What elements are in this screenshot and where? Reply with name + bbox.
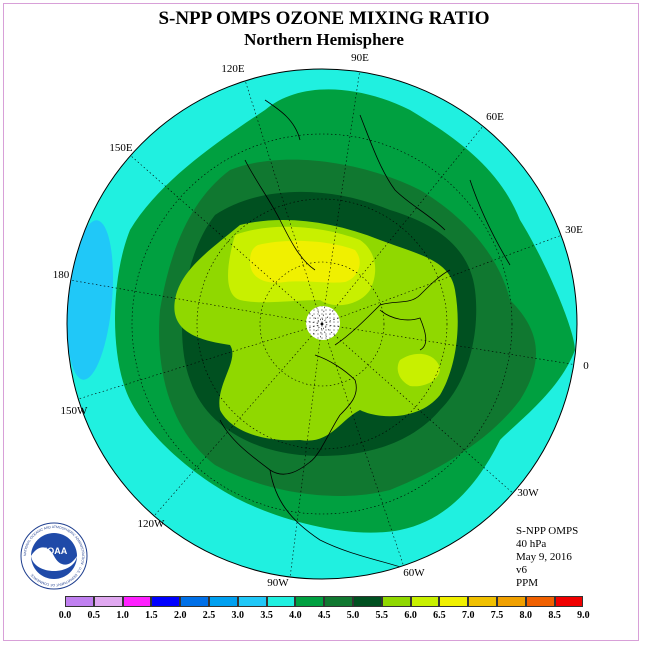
colorbar-swatch — [266, 596, 296, 607]
colorbar-tick-label: 0.5 — [87, 610, 101, 621]
figure-frame — [3, 3, 639, 641]
noaa-logo: NOAA NATIONAL OCEANIC AND ATMOSPHERIC AD… — [20, 522, 88, 590]
info-date: May 9, 2016 — [516, 551, 572, 563]
colorbar-swatch — [410, 596, 440, 607]
info-version: v6 — [516, 564, 527, 576]
colorbar-swatch — [65, 596, 94, 607]
colorbar-tick-label: 2.5 — [202, 610, 216, 621]
colorbar-tick-label: 2.0 — [173, 610, 187, 621]
colorbar-tick-label: 3.5 — [260, 610, 273, 621]
lon-label-30w: 30W — [517, 487, 539, 499]
colorbar-tick-label: 4.0 — [289, 610, 302, 621]
lon-label-180: 180 — [53, 269, 70, 281]
colorbar-swatch — [324, 596, 353, 607]
colorbar-swatch — [180, 596, 209, 607]
colorbar-swatch — [151, 596, 181, 607]
colorbar-tick-label: 6.0 — [404, 610, 417, 621]
colorbar-tick-label: 1.5 — [145, 610, 158, 621]
svg-text:NOAA: NOAA — [41, 546, 68, 556]
colorbar-tick-label: 3.0 — [231, 610, 245, 621]
colorbar-tick-label: 4.5 — [317, 610, 331, 621]
info-instrument: S-NPP OMPS — [516, 525, 579, 537]
info-level: 40 hPa — [516, 538, 547, 550]
colorbar-swatch — [525, 596, 555, 607]
colorbar-tick-label: 9.0 — [577, 610, 590, 621]
map-title: S-NPP OMPS OZONE MIXING RATIO — [158, 8, 490, 29]
lon-label-90w: 90W — [267, 577, 289, 589]
colorbar-tick-label: 5.5 — [375, 610, 389, 621]
coastlines — [219, 99, 511, 571]
colorbar-swatch — [295, 596, 325, 607]
lon-label-120e: 120E — [221, 63, 245, 75]
colorbar-swatch — [439, 596, 469, 607]
lon-label-60w: 60W — [403, 567, 425, 579]
colorbar-swatch — [496, 596, 526, 607]
lon-label-120w: 120W — [138, 518, 166, 530]
lon-label-150w: 150W — [61, 405, 89, 417]
ozone-band-6-5 — [250, 240, 360, 283]
colorbar-tick-label: 5.0 — [346, 610, 360, 621]
colorbar — [65, 596, 584, 607]
colorbar-swatch — [93, 596, 123, 607]
ozone-band-6-0-east — [397, 353, 440, 387]
colorbar-tick-label: 8.5 — [548, 610, 561, 621]
colorbar-tick-label: 7.0 — [461, 610, 475, 621]
colorbar-swatch — [381, 596, 411, 607]
longitude-labels: 90E 60E 30E 0 30W 60W 90W 120W 150W 180 … — [53, 52, 590, 589]
ozone-band-3-0 — [67, 220, 113, 380]
lon-label-150e: 150E — [109, 142, 133, 154]
colorbar-tick-label: 6.5 — [433, 610, 446, 621]
colorbar-tick-label: 0.0 — [58, 610, 72, 621]
lon-label-30e: 30E — [565, 224, 583, 236]
map-subtitle: Northern Hemisphere — [244, 30, 404, 49]
lon-label-90e: 90E — [351, 52, 369, 64]
dataset-info: S-NPP OMPS 40 hPa May 9, 2016 v6 PPM — [516, 525, 578, 590]
colorbar-swatch — [237, 596, 267, 607]
colorbar-ticks: 0.0 0.5 1.0 1.5 2.0 2.5 3.0 3.5 4.0 4.5 5.0 5.5 6.0 6… — [0, 610, 648, 624]
colorbar-swatch — [468, 596, 497, 607]
info-units: PPM — [516, 577, 539, 589]
colorbar-swatch — [208, 596, 238, 607]
map-boundary — [66, 68, 578, 580]
colorbar-tick-label: 8.0 — [519, 610, 533, 621]
colorbar-tick-label: 7.5 — [490, 610, 504, 621]
colorbar-swatch — [352, 596, 382, 607]
colorbar-tick-label: 1.0 — [116, 610, 129, 621]
graticule — [69, 69, 577, 579]
lon-label-60e: 60E — [486, 111, 504, 123]
colorbar-swatch — [554, 596, 584, 607]
lon-label-0: 0 — [583, 360, 589, 372]
colorbar-swatch — [122, 596, 152, 607]
ozone-field — [67, 69, 577, 579]
